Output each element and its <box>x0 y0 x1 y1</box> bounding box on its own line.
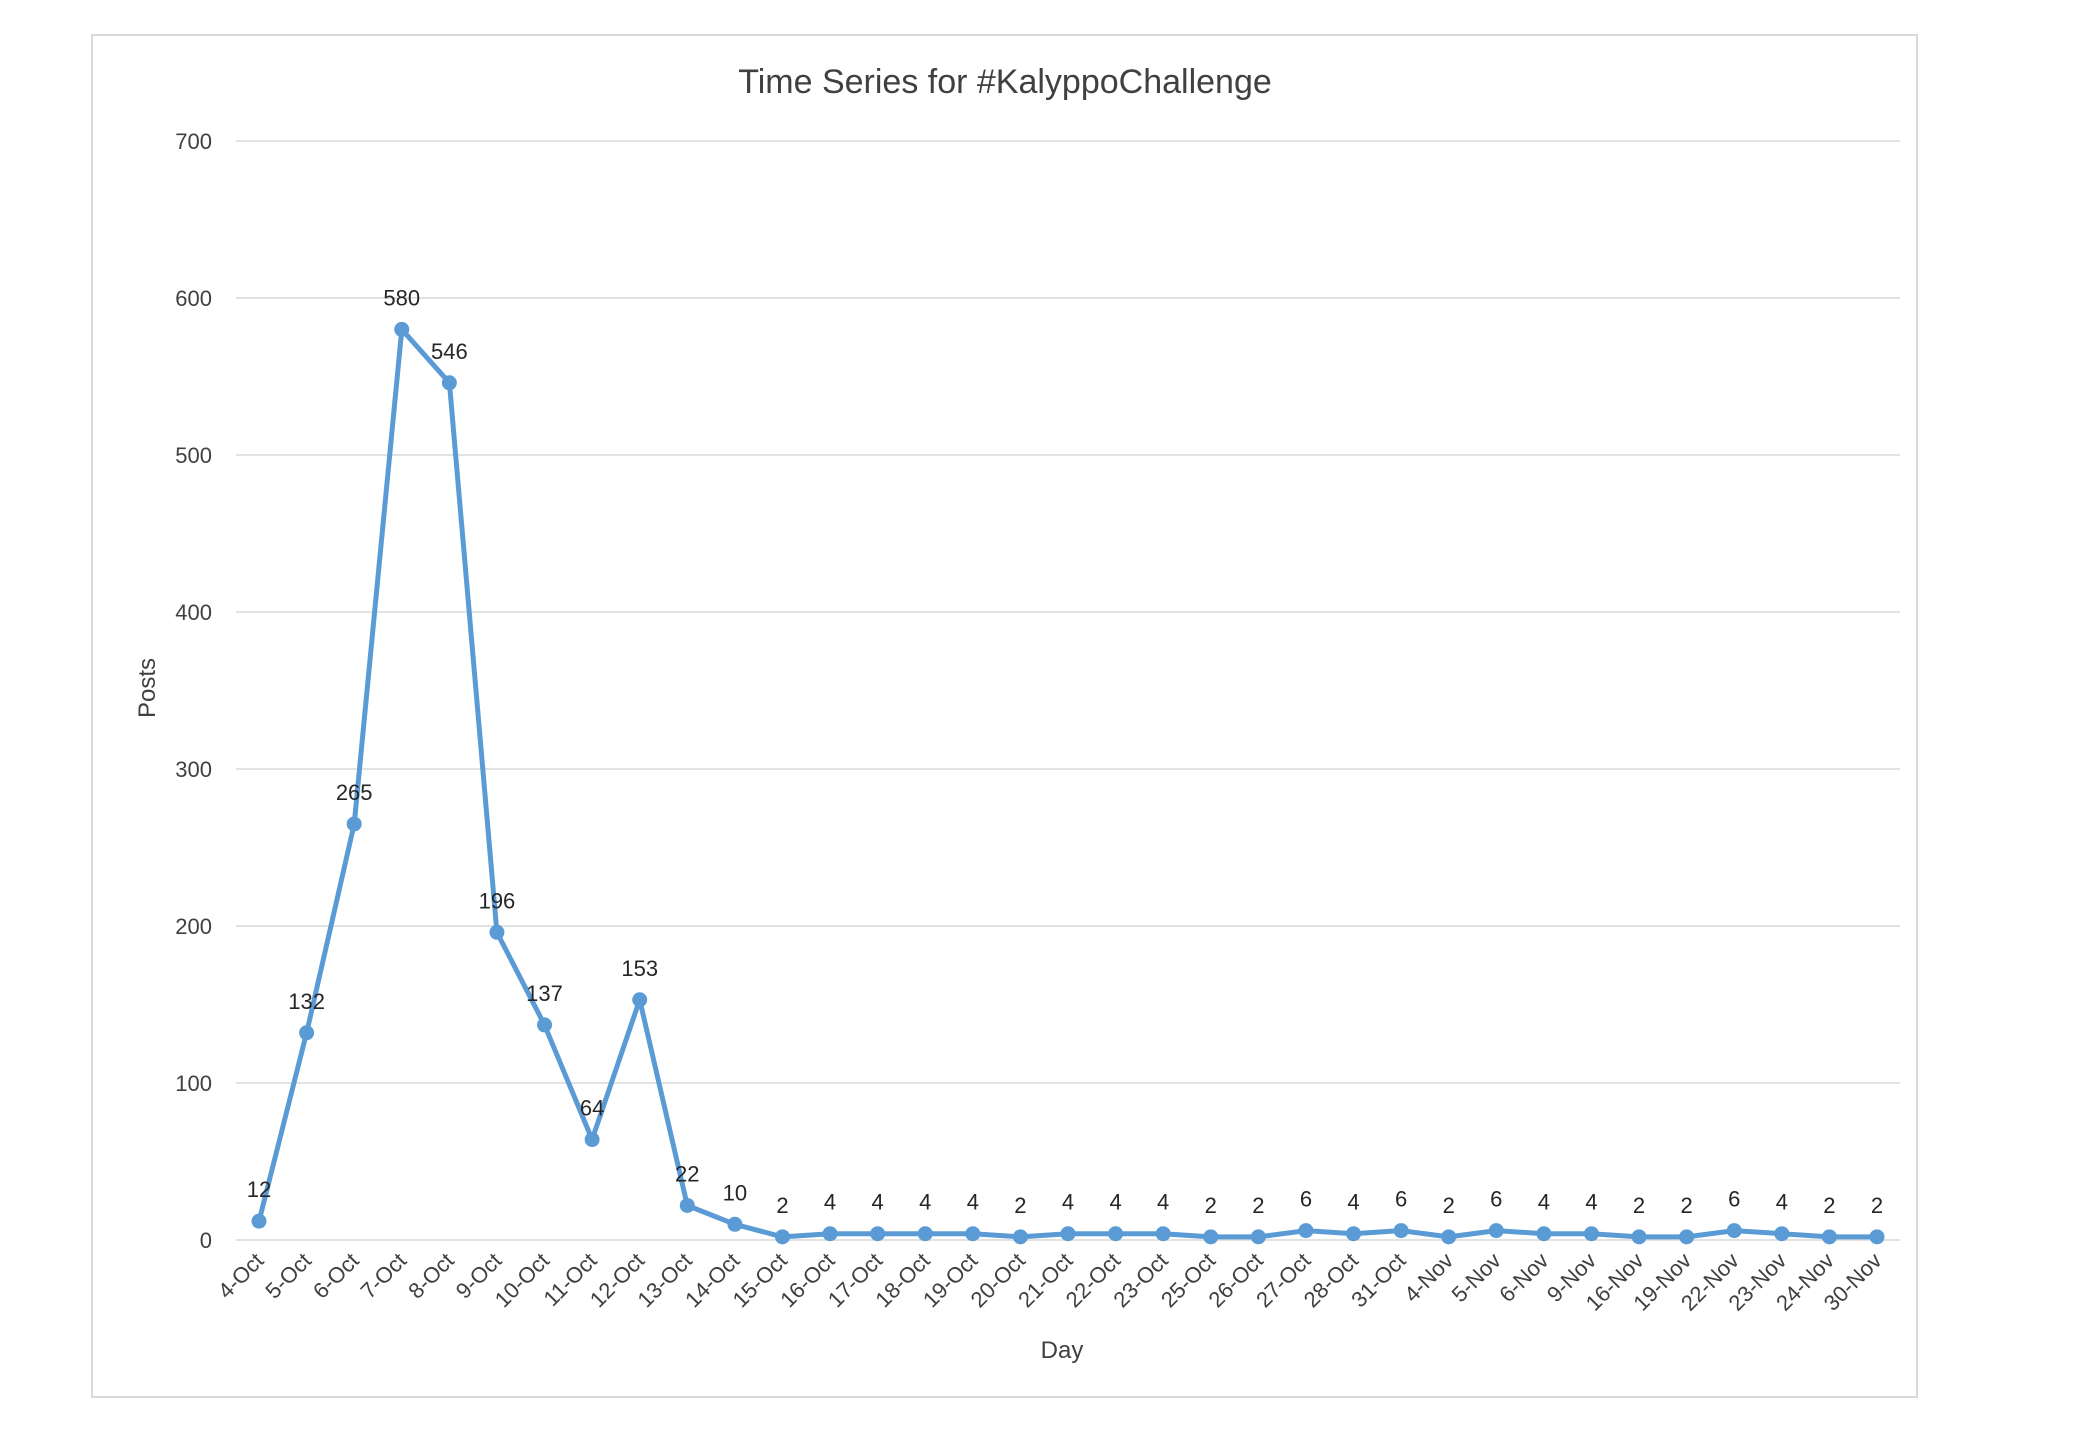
data-label: 4 <box>1776 1190 1788 1215</box>
y-axis-tick-labels: 0 100 200 300 400 500 600 700 <box>175 129 212 1253</box>
data-point-marker <box>1250 1229 1266 1245</box>
data-point-marker <box>346 816 362 832</box>
data-point-marker <box>489 924 505 940</box>
data-point-marker <box>1488 1223 1504 1239</box>
data-label: 4 <box>1062 1190 1074 1215</box>
y-tick-label: 200 <box>175 914 212 939</box>
chart-area <box>91 34 1918 1398</box>
data-label: 2 <box>776 1193 788 1218</box>
data-point-marker <box>1821 1229 1837 1245</box>
data-point-marker <box>679 1197 695 1213</box>
data-label: 4 <box>1585 1190 1597 1215</box>
x-tick-label: 8-Oct <box>403 1248 459 1304</box>
data-label: 4 <box>1109 1190 1121 1215</box>
x-tick-label: 4-Oct <box>213 1248 269 1304</box>
y-tick-label: 300 <box>175 757 212 782</box>
data-point-marker <box>774 1229 790 1245</box>
y-tick-label: 500 <box>175 443 212 468</box>
series-line <box>256 326 1880 1240</box>
x-tick-label: 5-Nov <box>1447 1248 1506 1307</box>
data-label: 4 <box>824 1190 836 1215</box>
data-label: 6 <box>1728 1187 1740 1212</box>
data-point-marker <box>1155 1226 1171 1242</box>
data-label: 12 <box>247 1177 271 1202</box>
y-axis-title: Posts <box>134 658 161 718</box>
data-point-marker <box>632 992 648 1008</box>
x-axis-tick-labels: 4-Oct5-Oct6-Oct7-Oct8-Oct9-Oct10-Oct11-O… <box>213 1248 1887 1316</box>
data-point-marker <box>1726 1223 1742 1239</box>
data-point-marker <box>1346 1226 1362 1242</box>
data-point-marker <box>1393 1223 1409 1239</box>
series-layer <box>251 321 1885 1245</box>
gridlines <box>236 140 1900 1241</box>
data-label: 2 <box>1014 1193 1026 1218</box>
data-label: 10 <box>723 1180 747 1205</box>
data-point-marker <box>1679 1229 1695 1245</box>
data-label: 580 <box>383 285 420 310</box>
x-axis-title: Day <box>1041 1337 1084 1364</box>
data-label: 137 <box>526 981 563 1006</box>
data-point-marker <box>584 1132 600 1148</box>
data-point-marker <box>1631 1229 1647 1245</box>
data-label: 4 <box>1347 1190 1359 1215</box>
data-point-marker <box>394 321 410 337</box>
data-label: 6 <box>1300 1187 1312 1212</box>
data-point-marker <box>1012 1229 1028 1245</box>
data-point-marker <box>965 1226 981 1242</box>
data-label: 6 <box>1395 1187 1407 1212</box>
data-label: 265 <box>336 780 373 805</box>
data-label: 2 <box>1681 1193 1693 1218</box>
data-point-marker <box>1441 1229 1457 1245</box>
data-label: 4 <box>967 1190 979 1215</box>
data-label: 2 <box>1252 1193 1264 1218</box>
data-point-marker <box>1108 1226 1124 1242</box>
x-tick-label: 7-Oct <box>356 1248 412 1304</box>
data-label: 22 <box>675 1161 699 1186</box>
y-tick-label: 700 <box>175 129 212 154</box>
x-tick-label: 31-Oct <box>1346 1248 1410 1312</box>
data-point-marker <box>727 1216 743 1232</box>
data-label: 4 <box>872 1190 884 1215</box>
data-label: 2 <box>1871 1193 1883 1218</box>
data-point-marker <box>1774 1226 1790 1242</box>
data-label: 2 <box>1823 1193 1835 1218</box>
data-label: 64 <box>580 1096 604 1121</box>
data-label: 153 <box>621 956 658 981</box>
y-tick-label: 400 <box>175 600 212 625</box>
data-label: 6 <box>1490 1187 1502 1212</box>
x-tick-label: 6-Oct <box>308 1248 364 1304</box>
data-point-marker <box>917 1226 933 1242</box>
chart-title: Time Series for #KalyppoChallenge <box>738 63 1272 101</box>
data-label: 196 <box>479 888 516 913</box>
data-label: 4 <box>1538 1190 1550 1215</box>
data-point-marker <box>870 1226 886 1242</box>
y-tick-label: 600 <box>175 286 212 311</box>
y-tick-label: 100 <box>175 1071 212 1096</box>
data-point-marker <box>1536 1226 1552 1242</box>
x-tick-label: 10-Oct <box>490 1248 554 1312</box>
data-label: 132 <box>288 989 325 1014</box>
data-point-marker <box>822 1226 838 1242</box>
data-point-marker <box>1583 1226 1599 1242</box>
data-point-marker <box>251 1213 267 1229</box>
data-point-marker <box>441 375 457 391</box>
data-point-marker <box>1869 1229 1885 1245</box>
data-label: 4 <box>919 1190 931 1215</box>
data-point-marker <box>1298 1223 1314 1239</box>
data-label: 2 <box>1443 1193 1455 1218</box>
x-tick-label: 5-Oct <box>260 1248 316 1304</box>
data-point-marker <box>537 1017 553 1033</box>
data-point-marker <box>1203 1229 1219 1245</box>
x-tick-label: 6-Nov <box>1494 1248 1553 1307</box>
data-label: 2 <box>1205 1193 1217 1218</box>
data-label: 546 <box>431 339 468 364</box>
data-label: 4 <box>1157 1190 1169 1215</box>
y-tick-label: 0 <box>200 1228 212 1253</box>
data-point-marker <box>1060 1226 1076 1242</box>
data-point-marker <box>299 1025 315 1041</box>
data-label: 2 <box>1633 1193 1645 1218</box>
x-tick-label: 4-Nov <box>1399 1248 1458 1307</box>
